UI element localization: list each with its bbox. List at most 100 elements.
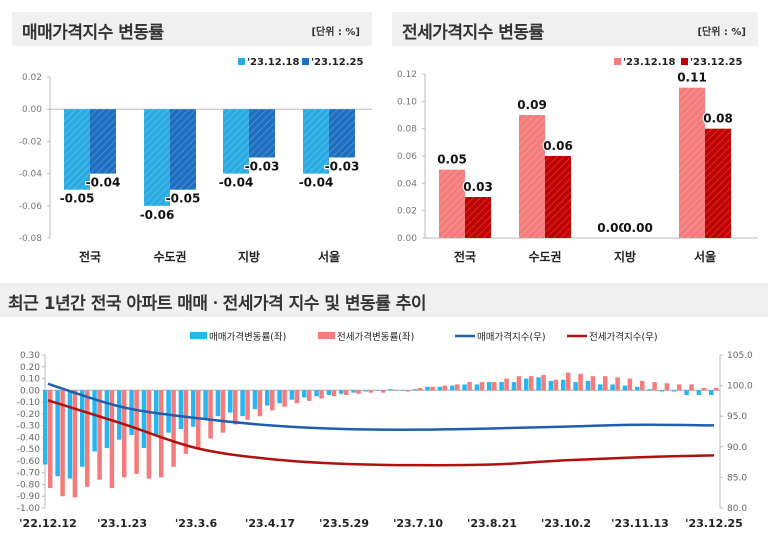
bar xyxy=(430,386,435,391)
index-line xyxy=(47,399,715,467)
bar xyxy=(134,390,139,474)
legend-swatch xyxy=(318,332,335,339)
right-tick-label: 105.0 xyxy=(727,351,753,361)
bar xyxy=(208,390,213,439)
y-tick-label: 0.02 xyxy=(397,207,417,217)
bottom-panel-title: 최근 1년간 전국 아파트 매매ㆍ전세가격 지수 및 변동률 추이 xyxy=(8,294,427,314)
x-tick-label: '23.1.23 xyxy=(97,517,147,530)
data-label: 0.00 xyxy=(623,221,653,235)
category-label: 수도권 xyxy=(528,250,561,264)
bar-hatch xyxy=(64,109,90,190)
bar xyxy=(376,390,381,391)
bar xyxy=(326,390,332,396)
bar xyxy=(277,390,282,404)
bar-hatch xyxy=(144,109,170,206)
category-label: 서울 xyxy=(318,249,340,264)
bar xyxy=(640,380,645,391)
y-tick-label: -0.06 xyxy=(19,202,43,212)
y-tick-label: 0.06 xyxy=(397,152,417,162)
bar xyxy=(282,390,287,407)
bar xyxy=(146,390,152,479)
y-tick-label: -0.08 xyxy=(19,234,43,244)
bar xyxy=(159,390,164,478)
y-tick-label: 0.00 xyxy=(397,234,417,244)
legend-label: 매매가격지수(우) xyxy=(477,331,546,343)
bar xyxy=(80,390,85,467)
bar xyxy=(553,379,559,391)
bar xyxy=(294,390,300,404)
category-label: 서울 xyxy=(694,249,716,264)
left-tick-label: -0.40 xyxy=(17,433,41,443)
x-tick-label: '23.4.17 xyxy=(245,517,295,530)
bar xyxy=(178,390,184,430)
left-tick-label: -0.80 xyxy=(17,480,41,490)
bar xyxy=(590,376,596,391)
bar xyxy=(664,383,670,391)
bar xyxy=(356,390,361,394)
bar xyxy=(511,382,517,391)
sale-change-chart: '23.12.18 '23.12.25 0.02 0.00 -0.02 -0.04 -0.0… xyxy=(19,57,372,264)
legend-label: '23.12.18 xyxy=(623,57,675,68)
bar xyxy=(220,390,226,433)
x-tick-label: '23.5.29 xyxy=(319,517,369,530)
bar xyxy=(141,390,147,448)
index-line xyxy=(47,382,715,431)
bar-hatch xyxy=(439,169,465,238)
bar xyxy=(548,380,554,391)
y-tick-label: 0.10 xyxy=(397,97,417,107)
data-label: -0.04 xyxy=(299,176,334,190)
bar xyxy=(67,390,73,479)
y-tick-label: 0.02 xyxy=(22,73,42,83)
category-label: 전국 xyxy=(79,249,101,264)
bar xyxy=(425,386,430,391)
bar-hatch xyxy=(170,109,196,190)
left-tick-label: -0.30 xyxy=(17,422,41,432)
bar xyxy=(203,390,208,420)
bar xyxy=(363,390,369,392)
bar xyxy=(714,387,719,391)
bar xyxy=(647,389,652,391)
bar xyxy=(635,386,640,391)
x-tick-label: '23.8.21 xyxy=(467,517,517,530)
bar-hatch xyxy=(223,109,249,174)
rent-unit-label: [단위 : %] xyxy=(697,27,746,38)
data-label: 0.03 xyxy=(463,180,493,194)
bar xyxy=(652,382,657,391)
bar xyxy=(455,384,460,391)
bar xyxy=(672,390,677,392)
bar xyxy=(257,390,263,417)
bar xyxy=(627,378,633,391)
bar-hatch xyxy=(465,197,491,238)
bar xyxy=(400,390,406,391)
bar xyxy=(492,382,497,391)
y-tick-label: 0.08 xyxy=(397,125,417,135)
bar xyxy=(331,390,337,397)
bar xyxy=(122,390,127,478)
x-tick-label: '22.12.12 xyxy=(19,517,77,530)
bar xyxy=(696,390,702,396)
bar xyxy=(245,390,250,420)
right-tick-label: 95.0 xyxy=(727,412,747,422)
bar xyxy=(215,390,221,417)
trend-chart: 매매가격변동률(좌) 전세가격변동률(좌) 매매가격지수(우) 전세가격지수(우) 0.… xyxy=(17,331,753,530)
bar xyxy=(677,384,682,391)
category-label: 수도권 xyxy=(153,250,186,264)
bar xyxy=(585,380,591,391)
sale-unit-label: [단위 : %] xyxy=(311,27,360,38)
data-label: -0.03 xyxy=(245,160,280,174)
right-tick-label: 85.0 xyxy=(727,473,747,483)
bar xyxy=(573,382,578,391)
left-tick-label: -1.00 xyxy=(17,504,41,514)
left-tick-label: -0.70 xyxy=(17,469,41,479)
bar xyxy=(240,390,245,417)
y-tick-label: 0.04 xyxy=(397,179,417,189)
data-label: -0.04 xyxy=(86,176,121,190)
bar xyxy=(319,390,324,399)
rent-title-bar: 전세가격지수 변동률 [단위 : %] xyxy=(392,12,758,46)
sale-panel-title: 매매가격지수 변동률 xyxy=(22,23,164,43)
bar xyxy=(191,390,196,427)
data-label: 0.06 xyxy=(543,139,573,153)
bar xyxy=(302,390,307,398)
y-tick-label: -0.04 xyxy=(19,170,43,180)
bar xyxy=(479,382,485,391)
